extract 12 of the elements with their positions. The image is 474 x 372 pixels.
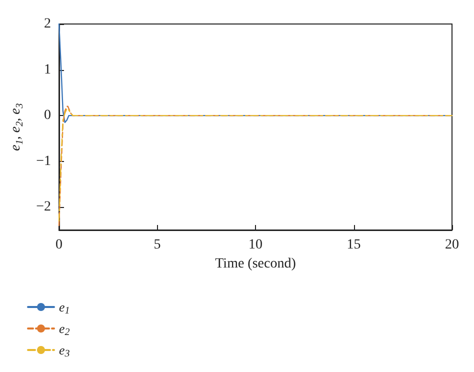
x-tick-label: 5 (154, 238, 161, 252)
y-tick-label: 1 (44, 62, 51, 78)
y-axis-title: e1, e2, e3 (8, 103, 26, 151)
y-tick-label: 0 (44, 108, 51, 124)
x-tick-label: 20 (445, 238, 459, 252)
x-tick-label: 0 (56, 238, 62, 252)
y-tick-label: 2 (44, 16, 51, 32)
x-axis-title: Time (second) (215, 256, 296, 272)
y-tick-label: −1 (36, 154, 51, 169)
x-tick-label: 10 (248, 238, 262, 252)
x-tick-label: 15 (346, 238, 361, 252)
y-tick-label: −2 (36, 200, 51, 215)
